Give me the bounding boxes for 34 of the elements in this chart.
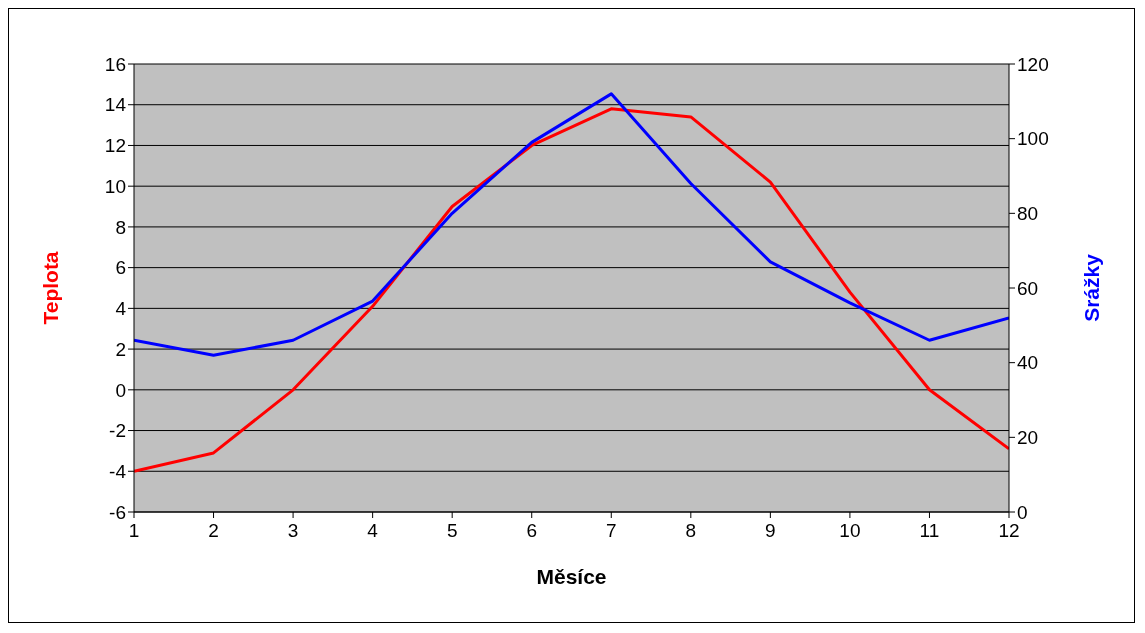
y-tick-label: 0 [115, 379, 126, 401]
x-tick-label: 1 [128, 520, 140, 542]
x-tick-label: 6 [526, 520, 538, 542]
x-tick-label: 5 [446, 520, 458, 542]
y2-tick-label: 120 [1017, 53, 1049, 75]
x-tick-label: 7 [605, 520, 617, 542]
y-tick-label: 8 [115, 216, 126, 238]
y2-tick-label: 20 [1017, 427, 1039, 449]
y-tick-label: 12 [104, 135, 126, 157]
y2-tick-label: 0 [1017, 501, 1028, 523]
x-tick-label: 10 [839, 520, 861, 542]
y-tick-label: -4 [109, 461, 127, 483]
y-tick-label: 16 [104, 53, 126, 75]
x-axis-title: Měsíce [536, 565, 607, 588]
x-tick-label: 11 [919, 520, 940, 542]
x-tick-label: 9 [765, 520, 776, 542]
y-tick-label: -6 [109, 501, 126, 523]
x-tick-label: 4 [367, 520, 379, 542]
x-tick-label: 12 [998, 520, 1020, 542]
y2-axis-title: Srážky [1080, 253, 1104, 322]
y-tick-label: -2 [109, 420, 126, 442]
x-tick-label: 8 [685, 520, 697, 542]
y-tick-label: 10 [104, 175, 126, 197]
y-tick-label: 6 [115, 257, 126, 279]
y-tick-label: 4 [115, 298, 127, 320]
y-axis-title: Teplota [39, 251, 63, 325]
y2-tick-label: 40 [1017, 352, 1039, 374]
x-tick-label: 3 [287, 520, 299, 542]
y2-tick-label: 100 [1017, 128, 1049, 150]
y2-tick-label: 80 [1017, 203, 1039, 225]
x-tick-label: 2 [208, 520, 219, 542]
y-tick-label: 14 [104, 94, 127, 116]
y-tick-label: 2 [115, 338, 126, 360]
y2-tick-label: 60 [1017, 277, 1039, 299]
